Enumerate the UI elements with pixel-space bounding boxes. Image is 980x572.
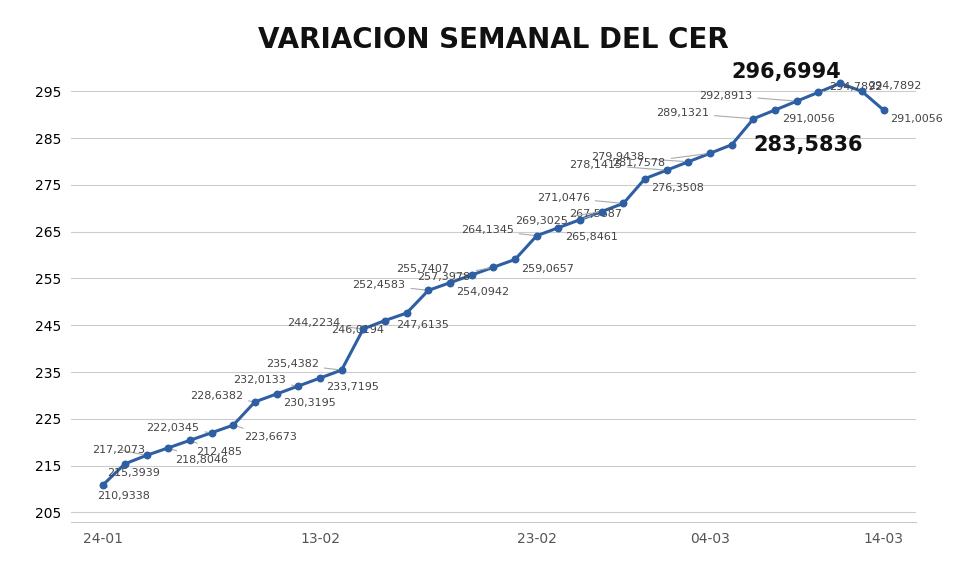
Text: 269,3025: 269,3025 (515, 212, 599, 226)
Point (204, 428, 220, 438)
Text: 222,0345: 222,0345 (147, 423, 209, 433)
Text: 291,0056: 291,0056 (886, 111, 943, 124)
Point (225, 420, 241, 430)
Point (876, 105, 892, 114)
Point (529, 231, 545, 240)
Point (420, 286, 436, 295)
Text: 264,1345: 264,1345 (461, 225, 534, 236)
Point (551, 223, 566, 232)
Point (312, 374, 327, 383)
Text: 223,6673: 223,6673 (236, 426, 297, 442)
Point (615, 199, 631, 208)
Point (789, 97, 805, 106)
Point (356, 324, 371, 333)
Point (161, 443, 176, 452)
Text: 215,3939: 215,3939 (108, 464, 161, 478)
Point (703, 149, 718, 158)
Text: 230,3195: 230,3195 (279, 395, 336, 408)
Point (594, 207, 610, 216)
Text: 281,7578: 281,7578 (612, 154, 708, 168)
Text: 278,1415: 278,1415 (569, 160, 664, 170)
Text: 292,8913: 292,8913 (700, 90, 794, 101)
Point (334, 366, 350, 375)
Point (508, 255, 523, 264)
Text: 228,6382: 228,6382 (190, 391, 252, 402)
Point (746, 114, 761, 124)
Text: 235,4382: 235,4382 (266, 359, 339, 370)
Text: 267,5687: 267,5687 (569, 209, 622, 219)
Text: 218,8046: 218,8046 (171, 449, 227, 464)
Point (810, 88, 826, 97)
Point (95, 480, 111, 489)
Text: 217,2073: 217,2073 (92, 445, 145, 455)
Text: 276,3508: 276,3508 (648, 179, 705, 193)
Point (832, 79, 848, 88)
Text: 246,0194: 246,0194 (331, 320, 385, 335)
Text: 289,1321: 289,1321 (656, 108, 751, 118)
Text: 259,0657: 259,0657 (517, 260, 574, 274)
Text: 254,0942: 254,0942 (453, 284, 510, 297)
Point (464, 271, 479, 280)
Text: 271,0476: 271,0476 (537, 193, 620, 203)
Point (724, 140, 740, 149)
Point (377, 316, 393, 325)
Text: 265,8461: 265,8461 (562, 228, 617, 242)
Text: 247,6135: 247,6135 (396, 315, 449, 329)
Text: 294,7892: 294,7892 (821, 82, 883, 92)
Text: 233,7195: 233,7195 (322, 379, 379, 392)
Title: VARIACION SEMANAL DEL CER: VARIACION SEMANAL DEL CER (258, 26, 729, 54)
Point (680, 157, 696, 166)
Text: 232,0133: 232,0133 (233, 375, 296, 386)
Text: 210,9338: 210,9338 (97, 486, 150, 502)
Text: 244,2234: 244,2234 (287, 318, 361, 328)
Text: 212,485: 212,485 (192, 442, 242, 457)
Point (442, 278, 458, 287)
Point (269, 390, 284, 399)
Point (290, 382, 306, 391)
Text: 255,7407: 255,7407 (396, 264, 468, 275)
Point (572, 215, 588, 224)
Point (854, 87, 869, 96)
Point (182, 436, 198, 445)
Text: 279,9438: 279,9438 (591, 152, 686, 162)
Point (637, 174, 653, 183)
Point (767, 105, 783, 114)
Text: 252,4583: 252,4583 (353, 280, 425, 290)
Point (399, 308, 415, 317)
Text: 283,5836: 283,5836 (754, 135, 863, 154)
Point (247, 398, 263, 407)
Point (485, 263, 501, 272)
Text: 294,7892: 294,7892 (861, 81, 922, 92)
Text: 291,0056: 291,0056 (778, 111, 834, 124)
Text: 296,6994: 296,6994 (732, 62, 842, 82)
Point (117, 459, 132, 468)
Point (659, 166, 674, 175)
Text: 257,3978: 257,3978 (417, 268, 491, 281)
Point (139, 451, 155, 460)
